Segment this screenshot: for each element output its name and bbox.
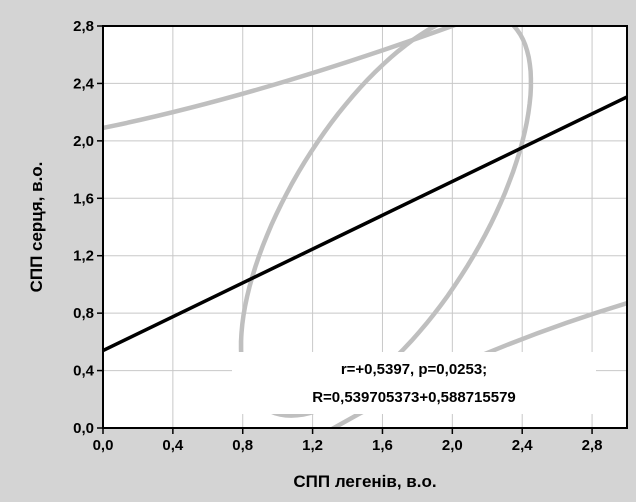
y-tick-labels: 0,0 0,4 0,8 1,2 1,6 2,0 2,4 2,8 [73,18,95,437]
annotation-box: r=+0,5397, p=0,0253; R=0,539705373+0,588… [232,352,596,414]
upper-prediction-band [103,26,459,131]
x-tick-label: 0,4 [162,437,184,454]
x-tick-label: 2,8 [582,437,603,454]
x-tick-label: 2,4 [512,437,534,454]
y-axis-title: СПП серця, в.о. [27,162,46,293]
x-tick-label: 1,2 [302,437,323,454]
x-axis-title: СПП легенів, в.о. [293,472,436,491]
x-tick-label: 0,0 [93,437,114,454]
annotation-line-2: R=0,539705373+0,588715579 [312,389,516,406]
y-tick-label: 1,2 [73,248,94,265]
x-tick-label: 0,8 [232,437,253,454]
regression-line-group [103,95,627,353]
annotation-background [232,352,596,414]
annotation-line-1: r=+0,5397, p=0,0253; [341,361,487,378]
x-tick-labels: 0,0 0,4 0,8 1,2 1,6 2,0 2,4 2,8 [93,437,603,454]
regression-line [103,95,627,353]
y-tick-label: 2,4 [73,75,95,92]
y-tick-label: 2,8 [73,18,94,35]
plot-frame [102,25,628,429]
y-tick-label: 0,0 [73,420,94,437]
y-tick-label: 0,4 [73,363,95,380]
y-tick-label: 0,8 [73,305,94,322]
y-tick-label: 2,0 [73,133,94,150]
y-tick-label: 1,6 [73,190,94,207]
x-tick-label: 1,6 [372,437,393,454]
x-tick-label: 2,0 [442,437,463,454]
axis-ticks [97,25,593,434]
